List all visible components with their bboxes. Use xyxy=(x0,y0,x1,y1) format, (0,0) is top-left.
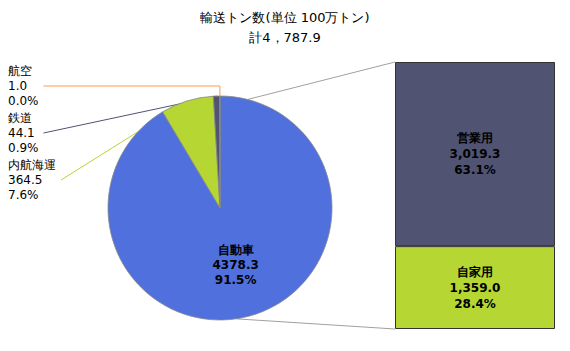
svg-text:91.5%: 91.5% xyxy=(215,273,257,287)
svg-text:営業用: 営業用 xyxy=(457,131,493,145)
svg-text:内航海運: 内航海運 xyxy=(8,158,56,172)
svg-text:自動車: 自動車 xyxy=(218,243,254,257)
svg-text:0.0%: 0.0% xyxy=(8,94,39,108)
svg-text:44.1: 44.1 xyxy=(8,126,35,140)
svg-text:航空: 航空 xyxy=(8,64,32,78)
svg-text:3,019.3: 3,019.3 xyxy=(450,147,501,161)
svg-text:鉄道: 鉄道 xyxy=(8,111,32,125)
svg-text:0.9%: 0.9% xyxy=(8,141,39,155)
svg-text:63.1%: 63.1% xyxy=(454,163,496,177)
svg-text:輸送トン数(単位 100万トン): 輸送トン数(単位 100万トン) xyxy=(200,10,369,25)
svg-text:自家用: 自家用 xyxy=(457,265,493,279)
svg-text:364.5: 364.5 xyxy=(8,173,42,187)
svg-text:1,359.0: 1,359.0 xyxy=(450,281,501,295)
svg-text:28.4%: 28.4% xyxy=(454,297,496,311)
svg-text:計4，787.9: 計4，787.9 xyxy=(249,30,321,45)
svg-text:1.0: 1.0 xyxy=(8,79,27,93)
svg-text:4378.3: 4378.3 xyxy=(213,258,259,272)
svg-text:7.6%: 7.6% xyxy=(8,188,39,202)
